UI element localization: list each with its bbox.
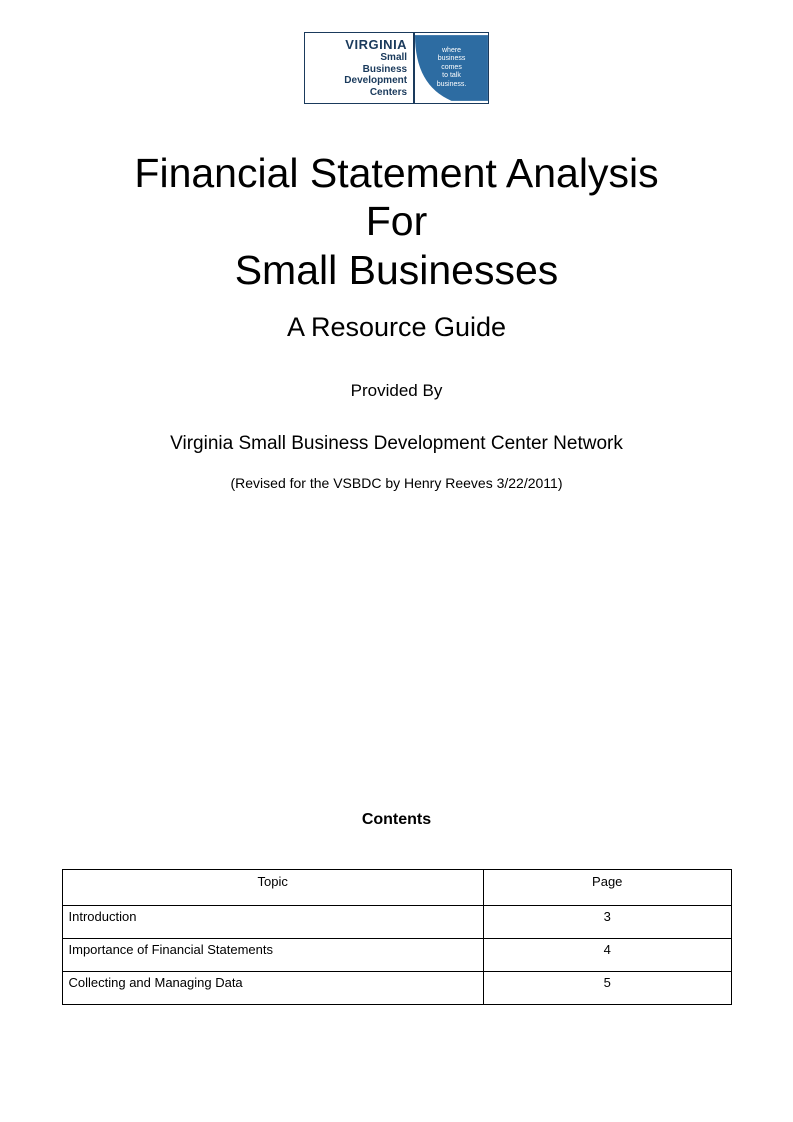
- page-cell: 4: [483, 939, 731, 972]
- logo-tagline-line: to talk: [422, 72, 480, 80]
- page-cell: 3: [483, 906, 731, 939]
- title-line: For: [0, 197, 793, 245]
- column-header-page: Page: [483, 870, 731, 906]
- logo-tagline-line: comes: [422, 64, 480, 72]
- page-cell: 5: [483, 972, 731, 1005]
- logo-tagline: where business comes to talk business.: [422, 47, 480, 89]
- organization-name: Virginia Small Business Development Cent…: [0, 433, 793, 455]
- logo-left-panel: VIRGINIA Small Business Development Cent…: [305, 33, 413, 103]
- table-row: Collecting and Managing Data 5: [62, 972, 731, 1005]
- logo-right-panel: where business comes to talk business.: [413, 33, 488, 103]
- subtitle: A Resource Guide: [0, 312, 793, 343]
- title-block: Financial Statement Analysis For Small B…: [0, 149, 793, 491]
- topic-cell: Importance of Financial Statements: [62, 939, 483, 972]
- logo-text-line: Development: [344, 75, 407, 87]
- logo-tagline-line: business: [422, 55, 480, 63]
- table-row: Introduction 3: [62, 906, 731, 939]
- logo-text-line: Small: [380, 52, 407, 64]
- provided-by-label: Provided By: [0, 381, 793, 401]
- vsbdc-logo: VIRGINIA Small Business Development Cent…: [304, 32, 489, 104]
- contents-heading: Contents: [0, 811, 793, 829]
- logo-tagline-line: where: [422, 47, 480, 55]
- main-title: Financial Statement Analysis For Small B…: [0, 149, 793, 294]
- title-line: Small Businesses: [0, 246, 793, 294]
- topic-cell: Introduction: [62, 906, 483, 939]
- table-header-row: Topic Page: [62, 870, 731, 906]
- logo-text-line: Business: [363, 64, 407, 76]
- topic-cell: Collecting and Managing Data: [62, 972, 483, 1005]
- logo-text-line: VIRGINIA: [345, 38, 407, 53]
- logo-tagline-line: business.: [422, 81, 480, 89]
- revision-note: (Revised for the VSBDC by Henry Reeves 3…: [0, 475, 793, 491]
- logo-container: VIRGINIA Small Business Development Cent…: [0, 0, 793, 104]
- logo-text-line: Centers: [370, 87, 407, 99]
- table-row: Importance of Financial Statements 4: [62, 939, 731, 972]
- contents-table: Topic Page Introduction 3 Importance of …: [62, 869, 732, 1005]
- title-line: Financial Statement Analysis: [0, 149, 793, 197]
- column-header-topic: Topic: [62, 870, 483, 906]
